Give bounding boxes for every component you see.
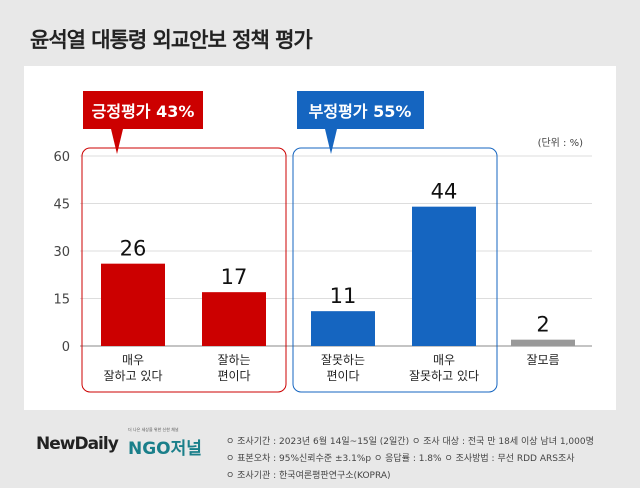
x-tick-label: 잘하는	[217, 353, 250, 367]
ngo-logo-sub: 더 나은 세상을 위한 신한 채널	[128, 427, 179, 432]
newdaily-logo: NewDaily	[36, 434, 119, 454]
y-tick-label: 15	[53, 293, 70, 308]
data-label: 11	[330, 284, 357, 308]
data-label: 2	[536, 313, 549, 337]
bar	[202, 292, 266, 346]
group-label: 부정평가 55%	[309, 102, 412, 121]
bar	[412, 206, 476, 346]
group-label: 긍정평가 43%	[92, 102, 195, 121]
y-tick-label: 60	[53, 150, 70, 165]
note-line: ㅇ 조사기간 : 2023년 6월 14일~15일 (2일간) ㅇ 조사 대상 …	[226, 437, 594, 447]
callout-pointer	[325, 129, 337, 154]
data-label: 17	[221, 265, 248, 289]
x-tick-label: 잘못하는	[321, 353, 365, 367]
x-tick-label: 편이다	[217, 369, 250, 383]
x-tick-label: 매우	[122, 353, 144, 367]
group-callout	[83, 91, 203, 129]
x-tick-label: 잘모름	[526, 353, 559, 367]
x-tick-label: 잘못하고 있다	[409, 369, 479, 383]
x-tick-label: 잘하고 있다	[103, 369, 162, 383]
data-label: 44	[431, 180, 458, 204]
note-line: ㅇ 표본오차 : 95%신뢰수준 ±3.1%p ㅇ 응답률 : 1.8% ㅇ 조…	[226, 454, 575, 464]
bar	[311, 311, 375, 346]
y-tick-label: 30	[53, 245, 70, 260]
bar	[101, 263, 165, 346]
group-callout	[297, 91, 424, 129]
survey-notes: ㅇ 조사기간 : 2023년 6월 14일~15일 (2일간) ㅇ 조사 대상 …	[226, 434, 594, 485]
group-box	[292, 147, 498, 393]
page-title: 윤석열 대통령 외교안보 정책 평가	[30, 28, 313, 52]
y-tick-label: 45	[53, 198, 70, 213]
ngo-journal-logo: NGO저널	[128, 439, 202, 459]
note-line: ㅇ 조사기관 : 한국여론평판연구소(KOPRA)	[226, 471, 391, 481]
unit-label: (단위 : %)	[538, 136, 584, 149]
bar	[511, 339, 575, 346]
data-label: 26	[120, 237, 147, 261]
group-box	[81, 147, 287, 393]
x-tick-label: 편이다	[326, 369, 359, 383]
x-tick-label: 매우	[433, 353, 455, 367]
y-tick-label: 0	[62, 340, 70, 355]
callout-pointer	[111, 129, 123, 154]
